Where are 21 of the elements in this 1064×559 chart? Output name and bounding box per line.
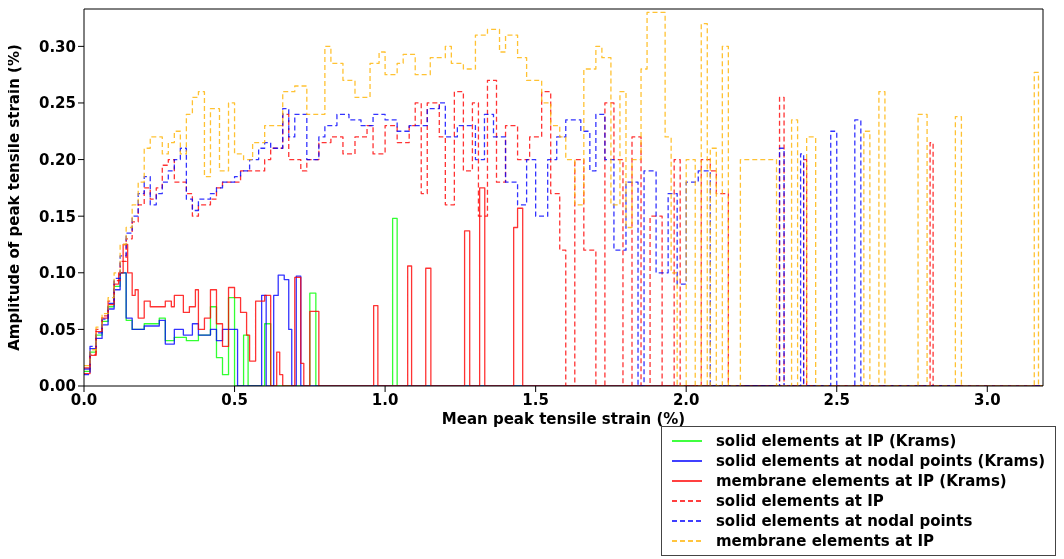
legend-label: membrane elements at IP (Krams) (715, 471, 1007, 491)
y-tick-label: 0.15 (38, 207, 76, 226)
y-axis-title: Amplitude of peak tensile strain (%) (5, 44, 24, 351)
legend-label: solid elements at IP (715, 491, 884, 511)
x-tick-label: 2.5 (823, 390, 851, 409)
x-tick-label: 0.5 (221, 390, 248, 409)
x-tick-label: 2.0 (672, 390, 700, 409)
legend-label: solid elements at nodal points (Krams) (715, 451, 1045, 471)
legend-label: membrane elements at IP (715, 531, 935, 551)
x-tick-label: 1.0 (371, 390, 399, 409)
x-axis-title: Mean peak tensile strain (%) (441, 410, 686, 428)
y-tick-label: 0.30 (38, 37, 76, 56)
legend-label: solid elements at IP (Krams) (715, 431, 957, 451)
y-tick-label: 0.05 (38, 320, 76, 339)
y-tick-label: 0.20 (38, 150, 76, 169)
y-tick-label: 0.10 (38, 264, 76, 283)
legend-label: solid elements at nodal points (715, 511, 973, 531)
x-tick-label: 3.0 (974, 390, 1001, 409)
x-tick-label: 0.0 (70, 390, 98, 409)
y-tick-label: 0.25 (38, 94, 76, 113)
x-tick-label: 1.5 (522, 390, 549, 409)
